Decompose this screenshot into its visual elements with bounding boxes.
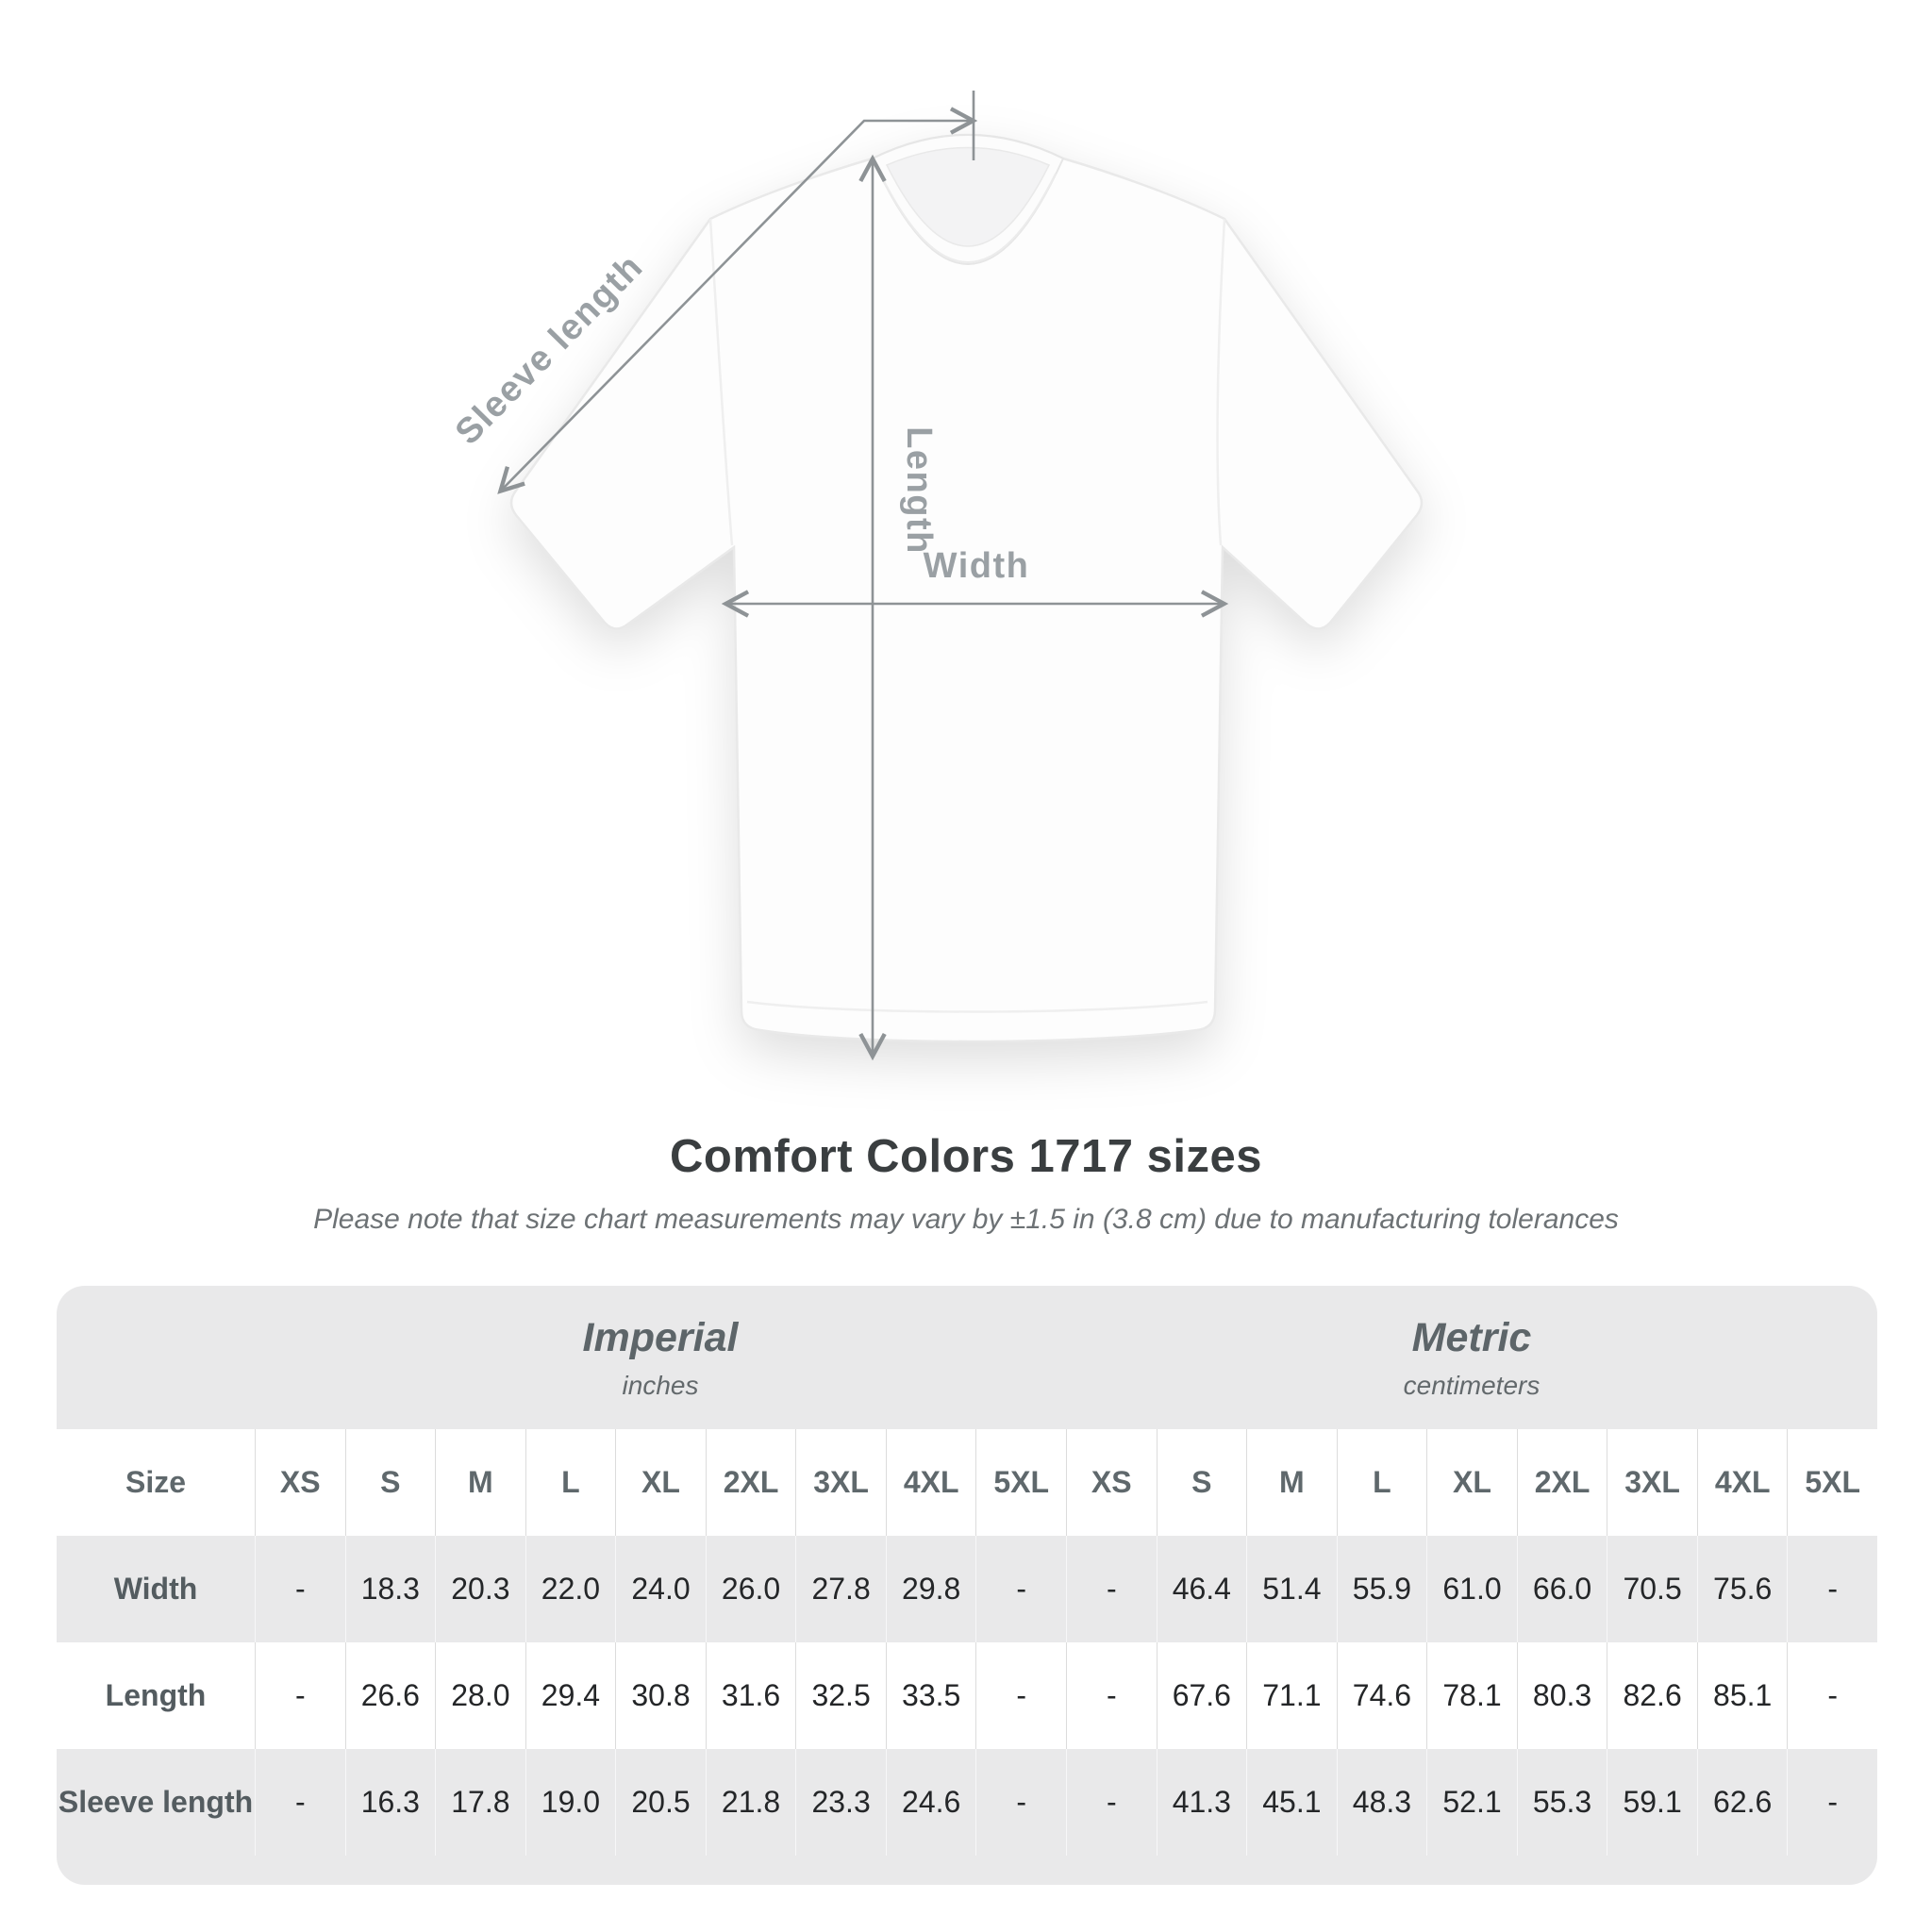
measurement-value-cell: 20.5 [615, 1749, 706, 1856]
measurement-value-cell: - [1066, 1536, 1157, 1642]
measurement-value-cell: 78.1 [1426, 1642, 1517, 1749]
size-header-cell: S [1156, 1429, 1247, 1536]
measurement-value-cell: 24.6 [885, 1749, 976, 1856]
measurement-value-cell: 19.0 [525, 1749, 616, 1856]
measurement-value-cell: - [1066, 1642, 1157, 1749]
measurement-value-cell: 28.0 [435, 1642, 525, 1749]
measurement-value-cell: 52.1 [1426, 1749, 1517, 1856]
measurement-value-cell: 17.8 [435, 1749, 525, 1856]
size-header-cell: L [525, 1429, 616, 1536]
sleeve-length-arrow [497, 107, 978, 494]
table-row: Sleeve length -16.3 17.8 19.0 20.5 21.8 23.3 24… [57, 1749, 1877, 1856]
size-header-cell: M [1246, 1429, 1337, 1536]
size-header-cell: 2XL [1516, 1429, 1607, 1536]
measurement-value-cell: 48.3 [1336, 1749, 1427, 1856]
size-header-cell: M [435, 1429, 525, 1536]
measurement-value-cell: 46.4 [1156, 1536, 1247, 1642]
imperial-label: Imperial [582, 1314, 739, 1360]
table-row: Length -26.6 28.0 29.4 30.8 31.6 32.5 33.5- -67.… [57, 1642, 1877, 1749]
measurement-value-cell: 45.1 [1246, 1749, 1337, 1856]
size-header-cell: 4XL [885, 1429, 976, 1536]
measurement-value-cell: 27.8 [795, 1536, 886, 1642]
measurement-arrows [497, 91, 1229, 1061]
imperial-unit-header: Imperial inches [255, 1286, 1066, 1429]
measurement-value-cell: 22.0 [525, 1536, 616, 1642]
measurement-value-cell: - [255, 1536, 345, 1642]
measurement-value-cell: - [975, 1536, 1066, 1642]
size-header-cell: 2XL [705, 1429, 796, 1536]
measurement-value-cell: 55.3 [1516, 1749, 1607, 1856]
measurement-value-cell: 29.4 [525, 1642, 616, 1749]
measurement-value-cell: - [1787, 1536, 1877, 1642]
measurement-value-cell: 55.9 [1336, 1536, 1427, 1642]
tshirt-diagram: Sleeve length Length Width [448, 91, 1424, 1061]
measurement-value-cell: 61.0 [1426, 1536, 1517, 1642]
measurement-value-cell: - [1066, 1749, 1157, 1856]
size-table: Imperial inches Metric centimeters Size X… [57, 1286, 1877, 1885]
measurement-value-cell: 70.5 [1607, 1536, 1697, 1642]
measurement-value-cell: 26.6 [344, 1642, 436, 1749]
tshirt-illustration [509, 133, 1424, 1043]
metric-unit-header: Metric centimeters [1066, 1286, 1877, 1429]
size-header-cell: S [344, 1429, 436, 1536]
measurement-value-cell: 20.3 [435, 1536, 525, 1642]
size-header-cell: 5XL [1787, 1429, 1877, 1536]
metric-label: Metric [1411, 1314, 1532, 1360]
measurement-value-cell: 80.3 [1516, 1642, 1607, 1749]
width-label: Width [924, 546, 1030, 586]
size-header-cell: L [1336, 1429, 1427, 1536]
table-row: Size XS S M L XL 2XL 3XL 4XL 5XL XS S M L XL 2XL 3XL 4XL 5… [57, 1429, 1877, 1536]
measurement-row-label: Sleeve length [58, 1785, 254, 1819]
size-column-header: Size [125, 1465, 187, 1499]
size-header-cell: XL [1426, 1429, 1517, 1536]
measurement-value-cell: 29.8 [885, 1536, 976, 1642]
measurement-value-cell: 59.1 [1607, 1749, 1697, 1856]
measurement-value-cell: 41.3 [1156, 1749, 1247, 1856]
measurement-value-cell: 75.6 [1696, 1536, 1788, 1642]
measurement-value-cell: 67.6 [1156, 1642, 1247, 1749]
measurement-value-cell: 31.6 [705, 1642, 796, 1749]
measurement-value-cell: - [255, 1642, 345, 1749]
measurement-value-cell: 26.0 [705, 1536, 796, 1642]
size-header-cell: XS [255, 1429, 345, 1536]
measurement-value-cell: - [1787, 1749, 1877, 1856]
size-header-cell: 3XL [795, 1429, 886, 1536]
measurement-value-cell: 62.6 [1696, 1749, 1788, 1856]
tolerance-note: Please note that size chart measurements… [313, 1204, 1619, 1235]
size-header-cell: 4XL [1696, 1429, 1788, 1536]
measurement-value-cell: 51.4 [1246, 1536, 1337, 1642]
measurement-value-cell: 16.3 [344, 1749, 436, 1856]
measurement-value-cell: - [255, 1749, 345, 1856]
length-label: Length [899, 426, 939, 555]
unit-header-band: Imperial inches Metric centimeters [57, 1286, 1877, 1429]
table-row: Width -18.3 20.3 22.0 24.0 26.0 27.8 29.8- -46.4… [57, 1536, 1877, 1642]
measurement-value-cell: - [975, 1642, 1066, 1749]
size-grid: Size XS S M L XL 2XL 3XL 4XL 5XL XS S M L XL 2XL 3XL 4XL 5… [57, 1429, 1877, 1856]
measurement-value-cell: 71.1 [1246, 1642, 1337, 1749]
measurement-value-cell: 82.6 [1607, 1642, 1697, 1749]
measurement-row-label: Width [113, 1572, 198, 1606]
measurement-value-cell: - [975, 1749, 1066, 1856]
size-header-cell: XL [615, 1429, 706, 1536]
measurement-row-label: Length [105, 1678, 207, 1712]
size-header-cell: 3XL [1607, 1429, 1697, 1536]
measurement-value-cell: 66.0 [1516, 1536, 1607, 1642]
size-header-cell: 5XL [975, 1429, 1066, 1536]
measurement-value-cell: 74.6 [1336, 1642, 1427, 1749]
measurement-value-cell: 23.3 [795, 1749, 886, 1856]
measurement-value-cell: 24.0 [615, 1536, 706, 1642]
page-title: Comfort Colors 1717 sizes [670, 1131, 1262, 1182]
metric-sublabel: centimeters [1403, 1370, 1541, 1400]
measurement-value-cell: 30.8 [615, 1642, 706, 1749]
size-header-cell: XS [1066, 1429, 1157, 1536]
imperial-sublabel: inches [622, 1370, 699, 1400]
measurement-value-cell: 18.3 [344, 1536, 436, 1642]
measurement-value-cell: - [1787, 1642, 1877, 1749]
measurement-value-cell: 21.8 [705, 1749, 796, 1856]
measurement-value-cell: 85.1 [1696, 1642, 1788, 1749]
measurement-value-cell: 33.5 [885, 1642, 976, 1749]
measurement-value-cell: 32.5 [795, 1642, 886, 1749]
